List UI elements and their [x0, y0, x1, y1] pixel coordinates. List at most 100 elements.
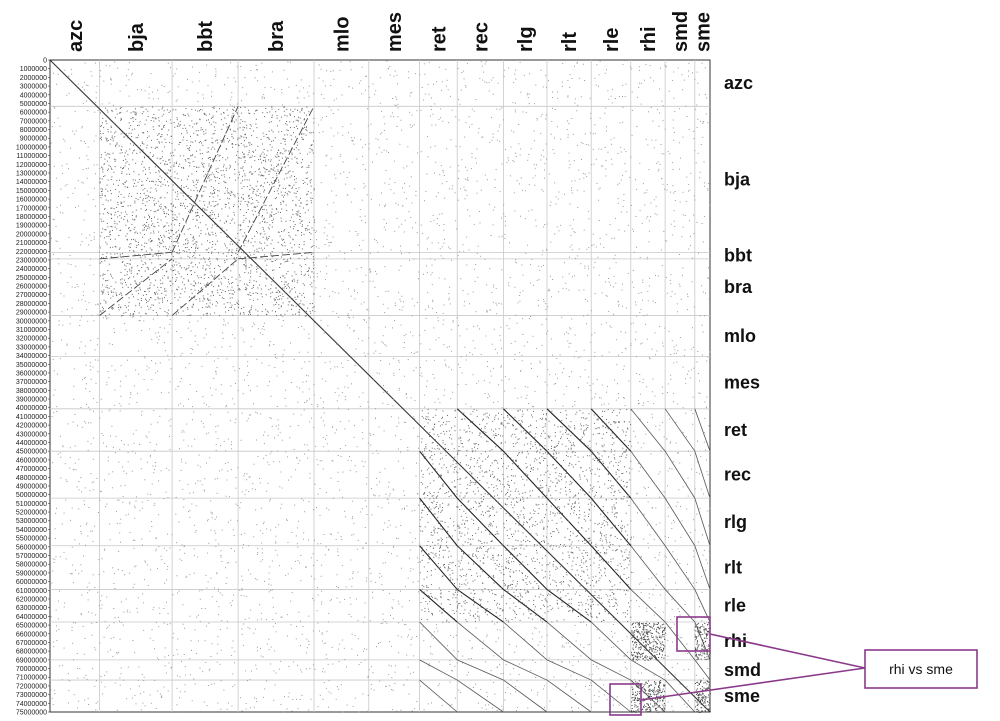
match-dot: [277, 169, 279, 171]
y-tick-label: 75000000: [16, 710, 47, 717]
match-dot: [298, 120, 299, 122]
match-dot: [180, 712, 182, 713]
match-dot: [86, 84, 88, 86]
match-dot: [287, 283, 289, 285]
match-dot: [51, 126, 53, 128]
match-dot: [200, 108, 201, 110]
match-dot: [283, 69, 285, 71]
match-dot: [289, 290, 291, 292]
match-dot: [347, 459, 349, 461]
match-dot: [275, 623, 276, 625]
match-dot: [240, 439, 242, 441]
match-dot: [350, 460, 352, 462]
match-dot: [212, 241, 214, 243]
match-dot: [100, 188, 102, 190]
match-dot: [134, 566, 136, 568]
match-dot: [354, 298, 356, 300]
match-dot: [148, 217, 150, 219]
match-dot: [276, 156, 278, 158]
synteny-diagonal: [419, 450, 458, 499]
match-dot: [367, 710, 369, 712]
match-dot: [162, 269, 164, 271]
match-dot: [304, 273, 306, 275]
match-dot: [234, 422, 236, 424]
match-dot: [182, 430, 184, 432]
match-dot: [127, 135, 129, 137]
match-dot: [299, 205, 301, 207]
match-dot: [91, 634, 93, 636]
match-dot: [90, 443, 92, 445]
match-dot: [234, 684, 236, 686]
match-dot: [264, 221, 266, 223]
match-dot: [103, 571, 105, 573]
match-dot: [109, 65, 111, 67]
match-dot: [215, 122, 217, 124]
match-dot: [193, 678, 195, 680]
match-dot: [107, 291, 109, 293]
match-dot: [260, 196, 262, 198]
match-dot: [128, 246, 130, 248]
match-dot: [214, 205, 216, 207]
match-dot: [94, 525, 96, 527]
match-dot: [180, 276, 182, 278]
match-dot: [214, 478, 216, 480]
match-dot: [137, 181, 139, 183]
match-dot: [207, 299, 209, 301]
match-dot: [415, 191, 417, 192]
match-dot: [217, 215, 219, 217]
match-dot: [61, 311, 63, 313]
match-dot: [163, 125, 165, 126]
match-dot: [263, 175, 265, 177]
match-dot: [366, 648, 368, 650]
match-dot: [231, 143, 233, 145]
match-dot: [195, 130, 197, 132]
match-dot: [311, 271, 313, 273]
match-dot: [258, 251, 260, 253]
match-dot: [306, 227, 308, 229]
match-dot: [157, 184, 159, 186]
match-dot: [89, 362, 91, 364]
match-dot: [206, 173, 208, 175]
match-dot: [257, 188, 259, 190]
match-dot: [366, 477, 368, 479]
match-dot: [213, 205, 215, 207]
match-dot: [179, 163, 181, 165]
synteny-diagonal: [664, 450, 696, 499]
match-dot: [148, 367, 150, 369]
match-dot: [113, 183, 114, 185]
match-dot: [327, 443, 329, 445]
match-dot: [71, 626, 73, 628]
match-dot: [126, 180, 128, 182]
match-dot: [269, 214, 271, 216]
match-dot: [163, 234, 165, 236]
match-dot: [194, 341, 196, 342]
match-dot: [96, 164, 98, 166]
match-dot: [206, 303, 208, 305]
match-dot: [253, 151, 255, 153]
match-dot: [332, 311, 334, 313]
match-dot: [209, 201, 210, 203]
match-dot: [270, 253, 272, 254]
match-dot: [105, 188, 107, 190]
match-dot: [102, 274, 104, 276]
match-dot: [83, 219, 85, 221]
match-dot: [260, 174, 262, 176]
match-dot: [264, 242, 266, 244]
match-dot: [252, 322, 254, 324]
match-dot: [145, 298, 146, 300]
match-dot: [196, 266, 198, 268]
genome-column-labels: azc bja bbt bra mlo mes ret rec rlg rlt rle rhi smd s…: [65, 11, 715, 52]
match-dot: [199, 667, 201, 669]
match-dot: [197, 181, 198, 183]
match-dot: [346, 375, 348, 377]
match-dot: [302, 159, 303, 161]
match-dot: [236, 254, 238, 256]
match-dot: [158, 239, 160, 241]
match-dot: [337, 532, 339, 534]
match-dot: [171, 223, 172, 225]
match-dot: [174, 162, 176, 164]
match-dot: [264, 171, 266, 173]
match-dot: [50, 321, 52, 322]
match-dot: [225, 567, 226, 569]
match-dot: [290, 127, 291, 129]
